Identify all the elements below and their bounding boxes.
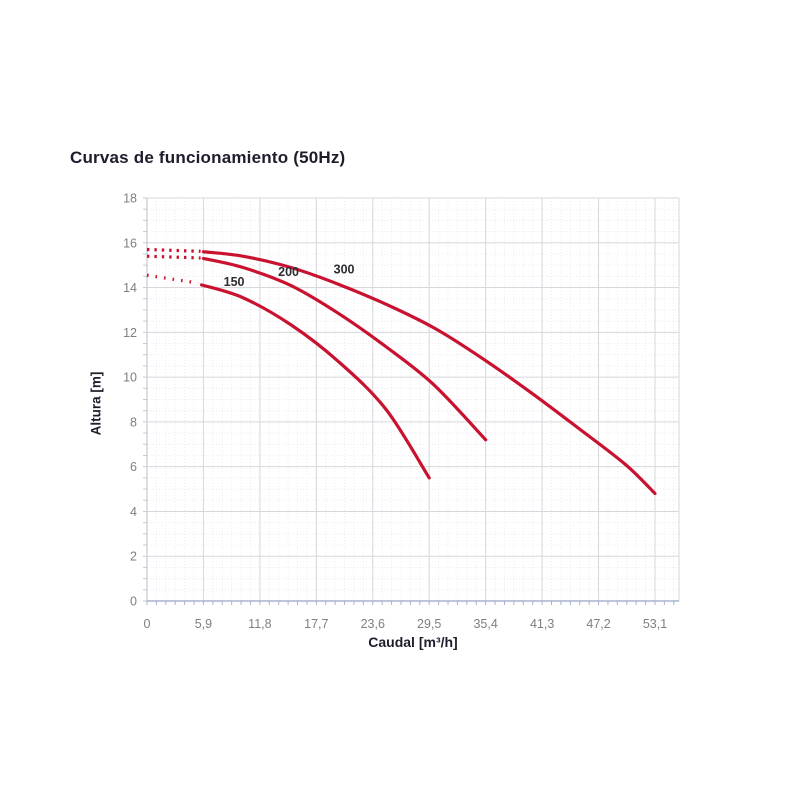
y-tick-label: 4: [130, 505, 137, 519]
x-tick-label: 17,7: [304, 617, 328, 631]
y-axis-title: Altura [m]: [88, 371, 104, 436]
x-tick-label: 41,3: [530, 617, 554, 631]
curve-200: [201, 256, 488, 442]
chart-title: Curvas de funcionamiento (50Hz): [70, 148, 346, 167]
y-tick-label: 10: [123, 371, 137, 385]
y-tick-label: 12: [123, 326, 137, 340]
curve-150: [199, 283, 431, 480]
y-tick-label: 8: [130, 415, 137, 429]
y-tick-label: 16: [123, 236, 137, 250]
curve-300: [201, 250, 657, 496]
x-tick-label: 35,4: [473, 617, 497, 631]
curve-150-dotted: [146, 273, 199, 285]
curve-label-300: 300: [334, 263, 355, 277]
y-tick-label: 6: [130, 460, 137, 474]
curve-label-200: 200: [278, 265, 299, 279]
y-tick-label: 0: [130, 595, 137, 609]
y-tick-label: 14: [123, 281, 137, 295]
x-tick-label: 29,5: [417, 617, 441, 631]
axis-ticks: [143, 197, 675, 605]
x-tick-label: 47,2: [586, 617, 610, 631]
x-tick-label: 0: [144, 617, 151, 631]
performance-curves: [146, 247, 657, 496]
x-tick-label: 53,1: [643, 617, 667, 631]
grid-minor-lines: [147, 198, 679, 601]
x-axis-title: Caudal [m³/h]: [368, 634, 458, 650]
x-tick-label: 11,8: [248, 617, 271, 631]
y-tick-label: 18: [123, 192, 137, 206]
x-tick-label: 5,9: [195, 617, 212, 631]
curve-labels: 150 200 300: [224, 263, 355, 289]
curve-300-dotted: [146, 247, 201, 253]
axis-tick-labels: 0 5,9 11,8 17,7 23,6 29,5 35,4 41,3 47,2 53,1 0 2 4 6…: [123, 192, 667, 632]
curve-200-dotted: [146, 254, 201, 260]
curve-label-150: 150: [224, 275, 245, 289]
y-tick-label: 2: [130, 550, 137, 564]
x-tick-label: 23,6: [361, 617, 385, 631]
grid-major-lines: [147, 197, 680, 601]
